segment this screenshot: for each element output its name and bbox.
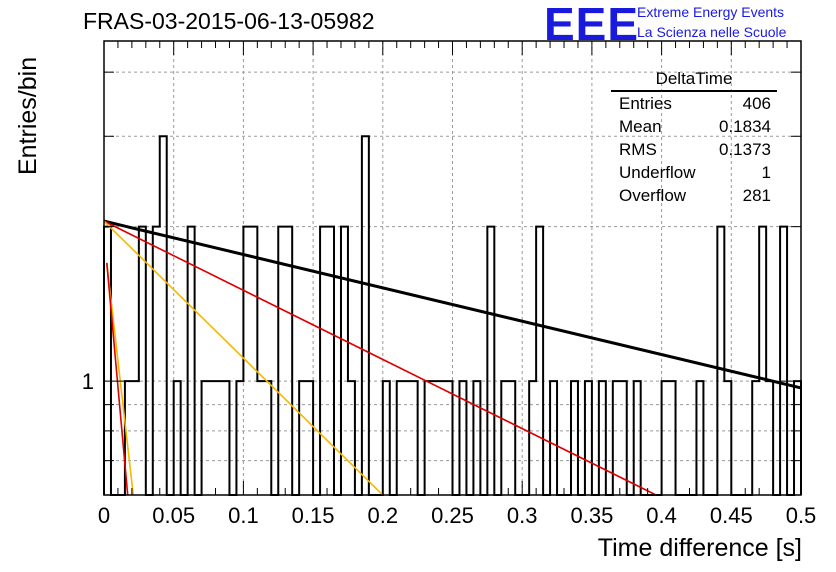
stats-row: Overflow 281 xyxy=(611,184,777,207)
fit-lines xyxy=(103,219,802,496)
fit-line xyxy=(103,219,802,390)
x-tick-label: 0 xyxy=(98,503,110,528)
x-tick-label: 0.15 xyxy=(292,503,335,528)
stats-label: RMS xyxy=(619,140,657,159)
x-tick-label: 0.1 xyxy=(228,503,259,528)
x-tick-label: 0.35 xyxy=(570,503,613,528)
stats-label: Entries xyxy=(619,94,672,113)
stats-label: Overflow xyxy=(619,186,687,205)
stats-title: DeltaTime xyxy=(611,68,777,92)
fit-line xyxy=(103,220,384,496)
tick-labels: 0 0.05 0.1 0.15 0.2 0.25 0.3 0.35 0.4 0.45 0.5 1 xyxy=(82,369,817,528)
stats-row: Mean 0.1834 xyxy=(611,115,777,138)
x-tick-label: 0.4 xyxy=(646,503,677,528)
logo-line2: La Scienza nelle Scuole xyxy=(637,24,787,40)
stats-value: 1 xyxy=(761,163,771,182)
axis-ticks xyxy=(103,41,802,495)
fit-line xyxy=(105,262,135,496)
chart-title: FRAS-03-2015-06-13-05982 xyxy=(83,8,375,34)
x-tick-label: 0.25 xyxy=(431,503,474,528)
stats-label: Mean xyxy=(619,117,662,136)
x-tick-label: 0.3 xyxy=(507,503,538,528)
stats-row: Entries 406 xyxy=(611,92,777,115)
x-tick-label: 0.05 xyxy=(152,503,195,528)
stats-box: DeltaTime Entries 406 Mean 0.1834 RMS 0.… xyxy=(611,68,777,207)
y-axis-label: Entries/bin xyxy=(14,56,42,175)
stats-row: RMS 0.1373 xyxy=(611,138,777,161)
x-tick-label: 0.45 xyxy=(710,503,753,528)
fit-line xyxy=(103,220,657,496)
y-tick-label: 1 xyxy=(82,369,94,394)
stats-row: Underflow 1 xyxy=(611,161,777,184)
stats-value: 281 xyxy=(742,186,771,205)
fit-line xyxy=(105,262,129,496)
eee-logo: EEE xyxy=(544,0,640,50)
logo-line1: Extreme Energy Events xyxy=(637,4,785,20)
x-axis-label: Time difference [s] xyxy=(597,534,802,562)
x-tick-label: 0.5 xyxy=(786,503,817,528)
stats-value: 406 xyxy=(742,94,771,113)
stats-value: 0.1834 xyxy=(719,117,771,136)
x-tick-label: 0.2 xyxy=(368,503,399,528)
stats-label: Underflow xyxy=(619,163,696,182)
stats-value: 0.1373 xyxy=(719,140,771,159)
